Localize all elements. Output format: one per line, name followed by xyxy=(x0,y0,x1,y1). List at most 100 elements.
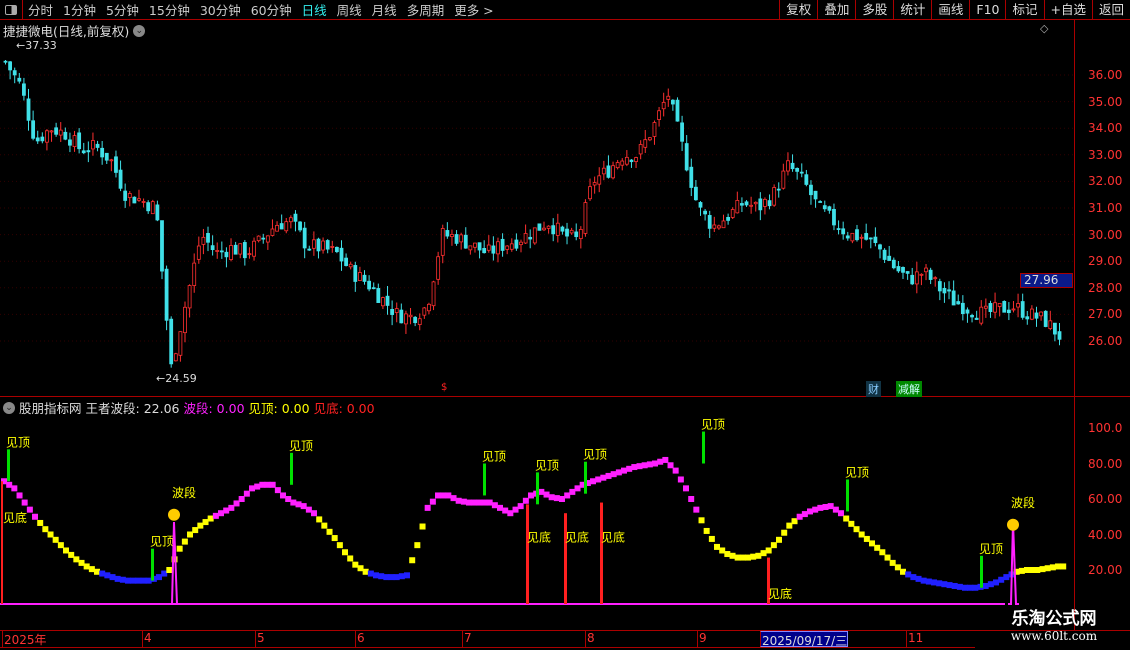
candle-body xyxy=(367,280,372,290)
indicator-point xyxy=(388,574,395,581)
candle-body xyxy=(914,271,919,285)
indicator-point xyxy=(931,579,937,586)
toolbar-button[interactable]: 复权 xyxy=(779,0,817,20)
price-tick: 26.00 xyxy=(1088,334,1123,348)
candle-body xyxy=(855,229,859,241)
candle-body xyxy=(63,131,68,140)
indicator-point xyxy=(404,572,410,579)
indicator-point xyxy=(466,499,472,506)
candle-body xyxy=(482,248,487,254)
indicator-point xyxy=(156,574,162,581)
candle-body xyxy=(160,220,164,272)
stock-title[interactable]: 捷捷微电(日线,前复权) ⌄ xyxy=(3,21,146,40)
indicator-point xyxy=(259,481,266,488)
toolbar-button[interactable]: +自选 xyxy=(1043,0,1092,20)
candle-body xyxy=(979,306,984,324)
candle-body xyxy=(77,132,82,150)
watermark-name: 乐淘公式网 xyxy=(1011,609,1097,629)
candle-body xyxy=(1048,320,1053,329)
candle-body xyxy=(652,122,657,137)
tab-period[interactable]: 60分钟 xyxy=(250,3,292,18)
toolbar-button[interactable]: 返回 xyxy=(1091,0,1130,20)
tab-period[interactable]: 日线 xyxy=(301,3,327,18)
tab-period[interactable]: 15分钟 xyxy=(148,3,190,18)
indicator-point xyxy=(987,581,994,588)
unlock-badge[interactable]: 减解 xyxy=(896,381,922,397)
indicator-point xyxy=(517,503,524,510)
indicator-point xyxy=(838,510,844,517)
candle-body xyxy=(68,139,72,146)
candle-body xyxy=(22,83,26,96)
candle-body xyxy=(164,268,169,321)
candle-body xyxy=(675,99,680,122)
tab-period[interactable]: 分时 xyxy=(28,3,54,18)
indicator-point xyxy=(600,474,607,481)
indicator-point xyxy=(212,512,219,519)
toolbar-button[interactable]: 多股 xyxy=(855,0,893,20)
candle-body xyxy=(58,129,63,136)
candle-body xyxy=(661,101,666,110)
candle-body xyxy=(703,210,707,215)
top-value: 见顶: 0.00 xyxy=(248,401,310,416)
toolbar-button[interactable]: 统计 xyxy=(893,0,931,20)
candle-body xyxy=(542,227,546,231)
indicator-name[interactable]: 股朋指标网 xyxy=(19,401,82,416)
indicator-point xyxy=(119,576,126,583)
tab-period[interactable]: 更多 > xyxy=(454,3,494,18)
indicator-point xyxy=(223,507,230,514)
tab-period[interactable]: 30分钟 xyxy=(199,3,241,18)
panel-toggle-icon[interactable] xyxy=(0,0,23,20)
indicator-point xyxy=(419,523,426,530)
chevron-down-icon[interactable]: ⌄ xyxy=(3,401,15,414)
tab-period[interactable]: 1分钟 xyxy=(63,3,96,18)
diamond-icon[interactable]: ◇ xyxy=(1040,22,1049,35)
toolbar-button[interactable]: F10 xyxy=(969,0,1005,20)
candle-body xyxy=(35,137,40,142)
indicator-point xyxy=(311,510,317,517)
indicator-point xyxy=(440,492,447,499)
candle-body xyxy=(123,190,128,201)
toolbar-button[interactable]: 标记 xyxy=(1005,0,1043,20)
indicator-point xyxy=(925,578,932,585)
indicator-point xyxy=(631,464,638,471)
bottom-label: 见底 xyxy=(527,530,551,545)
candle-body xyxy=(302,227,307,249)
candle-body xyxy=(150,201,155,215)
candle-body xyxy=(776,188,781,191)
tab-period[interactable]: 周线 xyxy=(336,3,362,18)
candle-body xyxy=(224,251,229,258)
candle-body xyxy=(804,174,809,185)
toolbar-button[interactable]: 叠加 xyxy=(817,0,855,20)
candle-body xyxy=(924,267,928,273)
indicator-point xyxy=(579,481,586,488)
candle-body xyxy=(988,303,993,313)
indicator-point xyxy=(491,502,498,509)
event-marker-icon: $ xyxy=(441,382,447,393)
indicator-point xyxy=(714,543,720,550)
indicator-point xyxy=(99,570,106,577)
candle-body xyxy=(500,238,505,251)
finance-badge[interactable]: 财 xyxy=(866,381,881,397)
indicator-point xyxy=(125,577,131,584)
indicator-point xyxy=(812,506,819,513)
tab-period[interactable]: 多周期 xyxy=(406,3,445,18)
candle-body xyxy=(951,290,956,306)
candle-body xyxy=(339,247,344,262)
indicator-point xyxy=(641,462,648,469)
tab-period[interactable]: 月线 xyxy=(371,3,397,18)
indicator-point xyxy=(481,499,488,506)
indicator-point xyxy=(590,478,596,485)
candle-body xyxy=(86,150,91,153)
toolbar-button[interactable]: 画线 xyxy=(931,0,969,20)
tab-period[interactable]: 5分钟 xyxy=(105,3,139,18)
candle-body xyxy=(413,316,418,324)
top-label: 见顶 xyxy=(289,439,313,453)
chevron-down-icon[interactable]: ⌄ xyxy=(133,24,146,37)
indicator-point xyxy=(187,531,193,538)
indicator-point xyxy=(1024,567,1030,573)
candle-body xyxy=(381,297,385,307)
candle-body xyxy=(183,306,187,334)
indicator-point xyxy=(450,495,457,502)
candle-body xyxy=(40,136,45,142)
